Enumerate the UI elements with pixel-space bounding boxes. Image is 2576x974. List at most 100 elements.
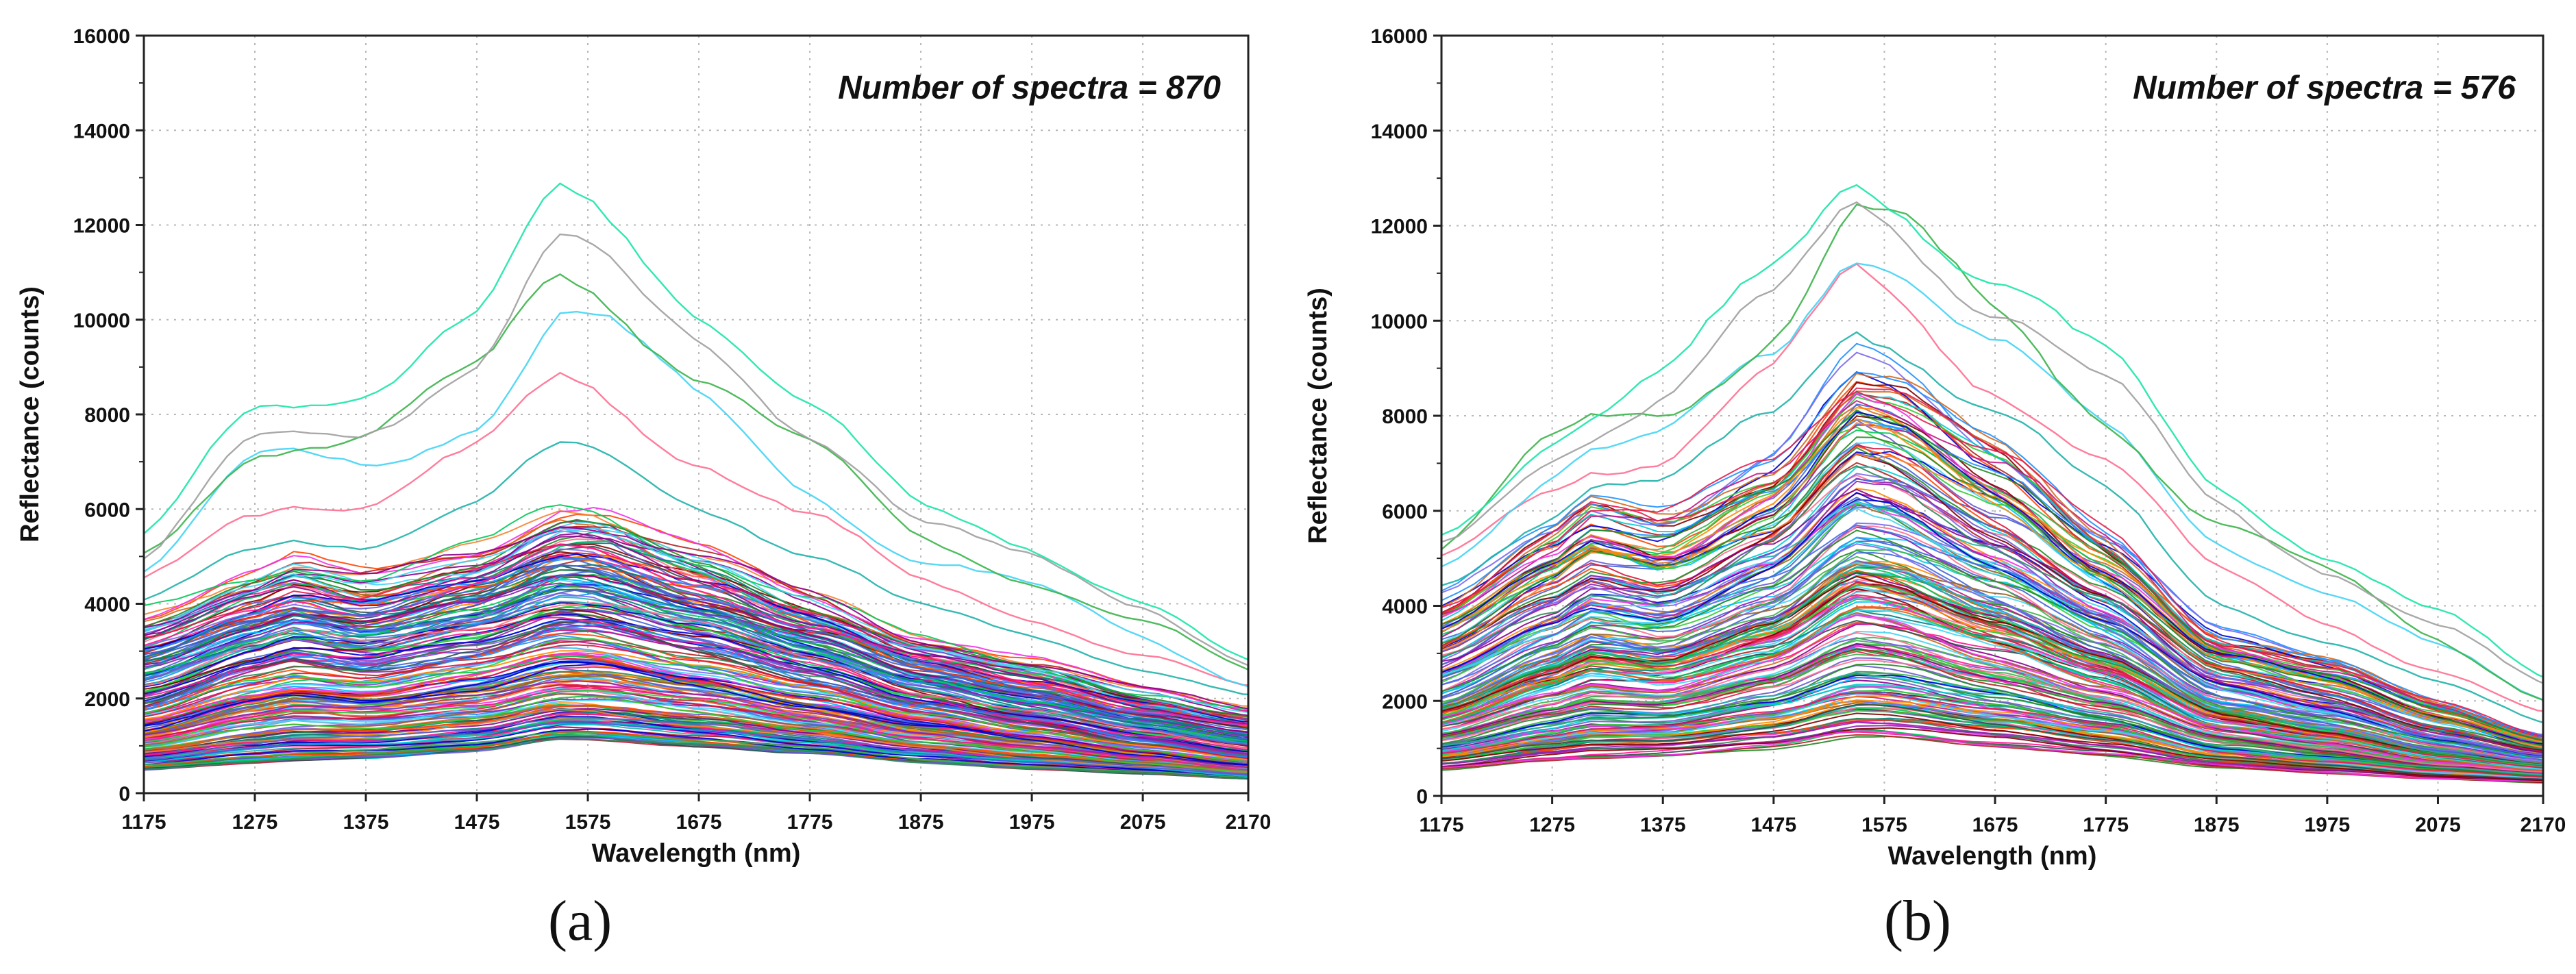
spectrum-line [143, 558, 1249, 727]
spectrum-line [1441, 730, 2544, 783]
spectrum-line [1441, 390, 2544, 737]
spectrum-line [1441, 492, 2544, 756]
x-tick-label: 1275 [1529, 814, 1575, 836]
spectrum-line [143, 708, 1249, 774]
x-axis-title: Wavelength (nm) [592, 839, 801, 868]
spectrum-line [1441, 672, 2544, 776]
y-tick-label: 6000 [1382, 501, 1428, 523]
spectrum-line [1441, 444, 2544, 752]
spectra-a [143, 182, 1249, 780]
y-tick-label: 10000 [73, 310, 130, 332]
x-tick-label: 1375 [343, 811, 389, 834]
spectrum-line [1441, 575, 2544, 766]
spectrum-line [1441, 703, 2544, 780]
spectrum-line [143, 519, 1249, 718]
spectrum-line [1441, 371, 2544, 738]
spectrum-line [143, 687, 1249, 771]
spectrum-line [143, 592, 1249, 745]
axes-b: 1175 1275 1375 1475 1575 1675 1775 1875 1975 2075… [1371, 25, 2566, 836]
spectrum-line [1441, 409, 2544, 741]
spectrum-line [1441, 642, 2544, 774]
spectrum-line [1441, 566, 2544, 766]
y-tick-label: 6000 [84, 499, 130, 521]
spectra-count-annotation: Number of spectra = 870 [838, 70, 1221, 106]
spectrum-line [1441, 663, 2544, 777]
panel-caption-b: (b) [1884, 889, 1951, 953]
x-tick-label: 2075 [1120, 811, 1166, 834]
spectrum-line [1441, 549, 2544, 764]
spectrum-line [1441, 607, 2544, 771]
x-tick-label: 1275 [232, 811, 278, 834]
spectrum-line [143, 627, 1249, 756]
x-tick-label: 1875 [898, 811, 944, 834]
spectrum-line [143, 564, 1249, 736]
spectrum-line [1441, 582, 2544, 769]
spectrum-line [143, 696, 1249, 773]
spectrum-line [1441, 415, 2544, 747]
y-tick-label: 14000 [1371, 121, 1428, 143]
spectrum-line [143, 638, 1249, 762]
spectrum-line [143, 543, 1249, 725]
chart-a: 1175 1275 1375 1475 1575 1675 1775 1875 1975 2075… [16, 25, 1272, 868]
spectrum-line [143, 619, 1249, 757]
panel-caption-a: (a) [548, 889, 612, 953]
spectrum-line [1441, 488, 2544, 755]
spectrum-line [143, 233, 1249, 666]
spectrum-line [143, 310, 1249, 688]
x-tick-label: 1675 [676, 811, 722, 834]
spectrum-line [1441, 184, 2544, 678]
spectrum-line [143, 564, 1249, 734]
spectrum-line [1441, 564, 2544, 764]
spectrum-line [143, 576, 1249, 736]
y-tick-label: 2000 [84, 688, 130, 711]
y-tick-label: 4000 [84, 594, 130, 616]
x-tick-label: 1975 [1009, 811, 1055, 834]
x-tick-label: 1475 [1750, 814, 1796, 836]
spectrum-line [143, 663, 1249, 766]
spectrum-line [143, 506, 1249, 711]
spectrum-line [143, 647, 1249, 760]
spectrum-line [1441, 453, 2544, 751]
spectrum-line [143, 548, 1249, 727]
spectrum-line [1441, 543, 2544, 763]
spectrum-line [1441, 331, 2544, 723]
panel-a: 1175 1275 1375 1475 1575 1675 1775 1875 1975 2075… [16, 25, 1272, 953]
spectrum-line [143, 708, 1249, 773]
x-tick-label: 1175 [121, 811, 166, 834]
axes-a: 1175 1275 1375 1475 1575 1675 1775 1875 1975 2075… [73, 25, 1272, 834]
x-tick-label: 1475 [454, 811, 500, 834]
spectrum-line [1441, 436, 2544, 747]
spectrum-line [1441, 632, 2544, 773]
spectrum-line [1441, 419, 2544, 744]
spectrum-line [143, 640, 1249, 760]
x-tick-label: 1875 [2194, 814, 2240, 836]
spectrum-line [1441, 411, 2544, 745]
spectrum-line [1441, 712, 2544, 782]
spectrum-line [143, 582, 1249, 738]
spectrum-line [143, 618, 1249, 753]
spectrum-line [1441, 464, 2544, 750]
spectrum-line [143, 441, 1249, 695]
spectrum-line [143, 621, 1249, 758]
spectrum-line [1441, 452, 2544, 750]
y-axis-title: Reflectance (counts) [1304, 288, 1333, 544]
y-tick-label: 0 [119, 783, 130, 806]
spectrum-line [1441, 262, 2544, 701]
spectra-count-annotation: Number of spectra = 576 [2133, 70, 2516, 106]
spectrum-line [143, 629, 1249, 756]
x-tick-label: 1375 [1640, 814, 1686, 836]
spectrum-line [143, 738, 1249, 780]
spectrum-line [1441, 636, 2544, 775]
y-tick-label: 8000 [1382, 405, 1428, 428]
x-tick-label: 1775 [2083, 814, 2129, 836]
y-tick-label: 0 [1416, 786, 1428, 808]
x-tick-label: 1975 [2304, 814, 2350, 836]
spectrum-line [143, 504, 1249, 710]
spectrum-line [143, 273, 1249, 671]
x-tick-label: 1575 [1861, 814, 1907, 836]
spectrum-line [1441, 692, 2544, 779]
spectrum-line [143, 532, 1249, 725]
spectrum-line [143, 602, 1249, 749]
spectrum-line [143, 650, 1249, 761]
spectrum-line [143, 704, 1249, 773]
